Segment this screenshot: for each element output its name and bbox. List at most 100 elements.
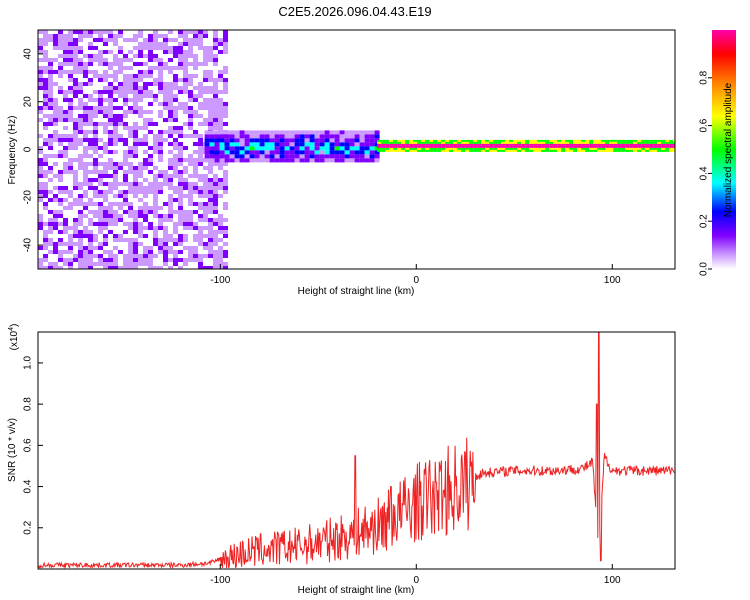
spectrogram-cell [173, 250, 178, 254]
spectrogram-cell [309, 158, 315, 163]
spectrogram-cell [669, 139, 674, 142]
spectrogram-cell [369, 150, 375, 155]
spectrogram-cell [213, 86, 218, 90]
spectrogram-cell [63, 134, 68, 138]
spectrogram-cell [557, 147, 562, 150]
spectrogram-cell [405, 141, 410, 144]
spectrogram-cell [213, 54, 218, 58]
spectrogram-cell [173, 106, 178, 110]
spectrogram-cell [203, 234, 208, 238]
spectrogram-cell [344, 154, 350, 159]
spectrogram-cell [234, 150, 240, 155]
spectrogram-cell [163, 250, 168, 254]
spectrogram-cell [377, 139, 382, 142]
spectrogram-cell [417, 139, 422, 142]
spectrogram-cell [203, 58, 208, 62]
spectrogram-cell [249, 154, 255, 159]
spectrogram-cell [163, 66, 168, 70]
spectrogram-cell [203, 242, 208, 246]
spectrogram-cell [108, 138, 113, 142]
spectrogram-cell [168, 202, 173, 206]
spectrogram-cell [481, 145, 486, 148]
spectrogram-cell [457, 145, 462, 148]
spectrogram-cell [203, 254, 208, 258]
spectrogram-cell [377, 145, 382, 148]
spectrogram-cell [83, 214, 88, 218]
spectrogram-cell [397, 143, 402, 146]
spectrogram-cell [218, 182, 223, 186]
spectrogram-cell [113, 130, 118, 134]
spectrogram-cell [158, 90, 163, 94]
spectrogram-cell [254, 150, 260, 155]
spectrogram-cell [299, 158, 305, 163]
spectrogram-cell [218, 218, 223, 222]
spectrogram-cell [299, 154, 305, 159]
spectrogram-cell [198, 90, 203, 94]
spectrogram-cell [254, 146, 260, 151]
spectrogram-cell [98, 210, 103, 214]
spectrogram-cell [429, 145, 434, 148]
spectrogram-cell [621, 145, 626, 148]
spectrogram-cell [188, 190, 193, 194]
spectrogram-cell [68, 238, 73, 242]
spectrogram-cell [577, 139, 582, 142]
spectrogram-cell [153, 230, 158, 234]
spectrogram-cell [489, 143, 494, 146]
spectrogram-cell [83, 154, 88, 158]
spectrogram-cell [178, 162, 183, 166]
spectrogram-cell [381, 149, 386, 152]
spectrogram-cell [477, 147, 482, 150]
spectrogram-cell [445, 145, 450, 148]
spectrogram-cell [309, 134, 315, 139]
spectrogram-cell [158, 158, 163, 162]
spectrogram-cell [93, 202, 98, 206]
spectrogram-cell [123, 174, 128, 178]
spectrogram-cell [397, 145, 402, 148]
spectrogram-cell [289, 130, 295, 135]
spectrogram-cell [457, 141, 462, 144]
spectrogram-cell [425, 143, 430, 146]
spectrogram-cell [649, 149, 654, 152]
spectrogram-cell [103, 250, 108, 254]
spectrogram-cell [48, 78, 53, 82]
spectrogram-cell [517, 141, 522, 144]
spectrogram-cell [153, 174, 158, 178]
spectrogram-cell [113, 62, 118, 66]
spectrogram-cell [319, 154, 325, 159]
spectrogram-cell [324, 150, 330, 155]
snr-series-line [38, 332, 675, 569]
spectrogram-cell [83, 134, 88, 138]
spectrogram-cell [537, 141, 542, 144]
spectrogram-cell [457, 143, 462, 146]
spectrogram-cell [497, 145, 502, 148]
spectrogram-cell [264, 130, 270, 135]
spectrogram-cell [93, 38, 98, 42]
spectrogram-cell [269, 146, 275, 151]
spectrogram-cell [213, 82, 218, 86]
spectrogram-cell [118, 30, 123, 34]
spectrogram-cell [68, 42, 73, 46]
spectrogram-cell [213, 126, 218, 130]
spectrogram-cell [178, 142, 183, 146]
spectrogram-cell [521, 143, 526, 146]
spectrogram-cell [625, 141, 630, 144]
spectrogram-cell [183, 194, 188, 198]
spectrogram-cell [73, 218, 78, 222]
spectrogram-cell [118, 114, 123, 118]
spectrogram-cell [319, 146, 325, 151]
spectrogram-cell [249, 138, 255, 143]
spectrogram-cell [83, 166, 88, 170]
spectrogram-cell [198, 46, 203, 50]
spectrogram-cell [188, 250, 193, 254]
spectrogram-cell [661, 141, 666, 144]
spectrogram-cell [249, 134, 255, 139]
spectrogram-cell [83, 74, 88, 78]
spectrogram-cell [223, 170, 228, 174]
spectrogram-cell [437, 149, 442, 152]
spectrogram-cell [279, 146, 285, 151]
spectrogram-cell [133, 262, 138, 266]
spectrogram-cell [113, 194, 118, 198]
spectrogram-cell [178, 214, 183, 218]
spectrogram-cell [103, 78, 108, 82]
spectrogram-cell [68, 46, 73, 50]
